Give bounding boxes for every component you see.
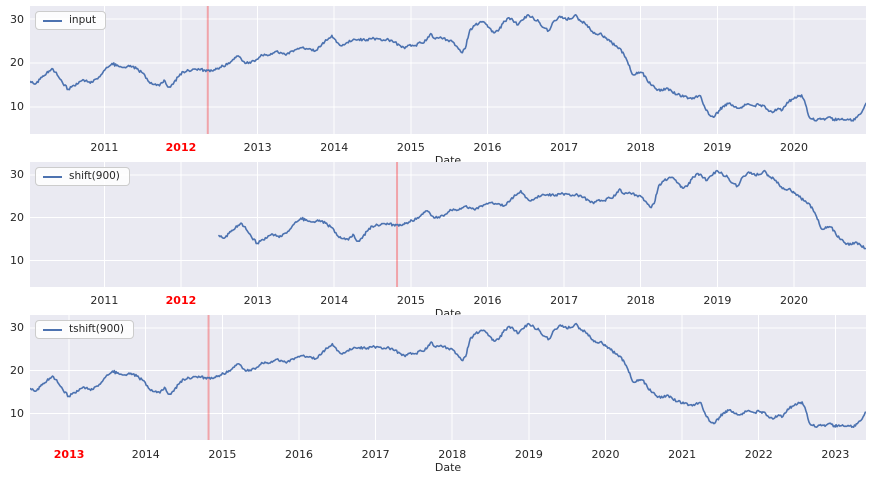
x-tick-label: 2018 <box>626 141 655 154</box>
y-tick-label: 10 <box>10 253 24 267</box>
x-tick-label: 2017 <box>361 448 390 461</box>
x-tick-label: 2015 <box>396 294 425 307</box>
x-tick-label: 2020 <box>779 141 808 154</box>
series-line-input <box>30 13 866 122</box>
x-tick-label-highlighted: 2012 <box>165 141 197 154</box>
y-tick-label: 20 <box>10 56 24 70</box>
x-tick-label: 2021 <box>668 448 697 461</box>
x-tick-label: 2013 <box>243 141 272 154</box>
subplot-input: input <box>30 6 866 134</box>
y-tick-label: 30 <box>10 321 24 335</box>
y-tick-label: 20 <box>10 211 24 225</box>
plot-area <box>30 315 866 440</box>
x-tick-label: 2014 <box>320 141 349 154</box>
legend-tshift900: tshift(900) <box>35 320 135 339</box>
plot-area <box>30 6 866 134</box>
x-tick-label: 2011 <box>90 141 119 154</box>
plot-area <box>30 162 866 287</box>
subplot-tshift900: tshift(900) <box>30 315 866 440</box>
x-tick-label: 2014 <box>320 294 349 307</box>
legend-input: input <box>35 11 107 30</box>
x-axis-label: Date <box>434 307 462 315</box>
series-line-shift900 <box>218 169 866 250</box>
subplot-shift900: shift(900) <box>30 162 866 287</box>
x-tick-label: 2015 <box>396 141 425 154</box>
legend-line-sample <box>43 175 62 178</box>
x-tick-label: 2018 <box>626 294 655 307</box>
x-tick-label: 2019 <box>703 294 732 307</box>
legend-line-sample <box>43 328 62 331</box>
x-tick-label: 2019 <box>703 141 732 154</box>
x-tick-label: 2022 <box>744 448 773 461</box>
legend-label: input <box>69 14 97 26</box>
x-axis-label: Date <box>434 461 462 474</box>
x-tick-label: 2017 <box>550 294 579 307</box>
x-axis-label: Date <box>434 154 462 162</box>
legend-label: tshift(900) <box>69 323 125 335</box>
y-tick-label: 10 <box>10 100 24 114</box>
legend-label: shift(900) <box>69 170 120 182</box>
xlabel-date-clipped-1: Date <box>380 154 520 162</box>
x-tick-label: 2014 <box>131 448 160 461</box>
x-tick-label: 2018 <box>438 448 467 461</box>
x-tick-label-highlighted: 2013 <box>53 448 85 461</box>
series-line-tshift900 <box>30 322 866 429</box>
x-tick-label-highlighted: 2012 <box>165 294 197 307</box>
x-tick-label: 2020 <box>779 294 808 307</box>
x-tick-label: 2016 <box>284 448 313 461</box>
y-tick-label: 20 <box>10 364 24 378</box>
x-tick-label: 2011 <box>90 294 119 307</box>
legend-line-sample <box>43 19 62 22</box>
legend-shift900: shift(900) <box>35 167 130 186</box>
x-tick-label: 2023 <box>821 448 850 461</box>
x-tick-label: 2016 <box>473 141 502 154</box>
x-tick-label: 2019 <box>514 448 543 461</box>
x-tick-label: 2016 <box>473 294 502 307</box>
y-tick-label: 30 <box>10 168 24 182</box>
xlabel-date-clipped-2: Date <box>380 307 520 315</box>
y-tick-label: 30 <box>10 12 24 26</box>
x-tick-label: 2017 <box>550 141 579 154</box>
x-tick-label: 2015 <box>208 448 237 461</box>
y-tick-label: 10 <box>10 406 24 420</box>
x-tick-label: 2020 <box>591 448 620 461</box>
x-tick-label: 2013 <box>243 294 272 307</box>
